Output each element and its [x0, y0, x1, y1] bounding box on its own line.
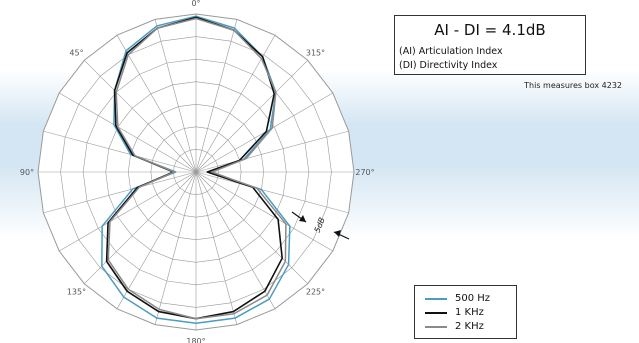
grid-spoke	[195, 171, 238, 325]
angle-tick-label: 315°	[306, 48, 325, 57]
series-line-2-khz	[107, 17, 287, 320]
legend-item-1khz: 1 KHz	[425, 306, 515, 320]
legend-swatch-2khz	[425, 326, 447, 328]
grid-spoke	[195, 60, 308, 173]
angle-tick-label: 225°	[306, 288, 325, 297]
angle-tick-label: 180°	[186, 337, 205, 343]
grid-spoke	[59, 92, 197, 173]
grid-spoke	[195, 171, 276, 309]
info-box: AI - DI = 4.1dB (AI) Articulation Index …	[394, 15, 586, 75]
caption: This measures box 4232	[524, 81, 622, 90]
grid-spoke	[154, 171, 197, 325]
grid-spoke	[195, 171, 349, 214]
grid-spoke	[195, 171, 333, 252]
info-line-di: (DI) Directivity Index	[399, 60, 498, 71]
angle-tick-label: 90°	[20, 168, 34, 177]
db-scale-marker: 5dB	[291, 211, 350, 240]
legend-item-500hz: 500 Hz	[425, 292, 515, 306]
angle-tick-labels: 0° 45° 90° 135° 180° 225° 270° 315°	[20, 0, 375, 343]
legend-label-500hz: 500 Hz	[455, 293, 491, 304]
angle-tick-label: 270°	[355, 168, 374, 177]
scale-arrowhead-lower	[334, 230, 341, 237]
grid-spoke	[195, 19, 238, 173]
grid-spoke	[43, 171, 197, 214]
info-title: AI - DI = 4.1dB	[434, 21, 546, 39]
angle-tick-label: 45°	[69, 48, 83, 57]
grid-spoke	[84, 60, 197, 173]
polar-series	[101, 15, 291, 324]
grid-spoke	[116, 171, 197, 309]
legend-swatch-500hz	[425, 298, 447, 300]
scale-arrowhead-upper	[299, 215, 306, 222]
legend-label-1khz: 1 KHz	[455, 307, 484, 318]
info-line-ai: (AI) Articulation Index	[399, 46, 503, 57]
legend-swatch-1khz	[425, 312, 447, 314]
angle-tick-label: 135°	[67, 288, 86, 297]
grid-spoke	[116, 35, 197, 173]
angle-tick-label: 0°	[191, 0, 200, 8]
legend-label-2khz: 2 KHz	[455, 321, 484, 332]
legend-item-2khz: 2 KHz	[425, 320, 515, 334]
polar-grid	[37, 13, 355, 331]
grid-spoke	[154, 19, 197, 173]
series-line-500-hz	[101, 15, 291, 324]
grid-spoke	[84, 171, 197, 284]
grid-spoke	[59, 171, 197, 252]
grid-spoke	[43, 130, 197, 173]
grid-spoke	[195, 130, 349, 173]
legend: 500 Hz 1 KHz 2 KHz	[414, 285, 517, 339]
